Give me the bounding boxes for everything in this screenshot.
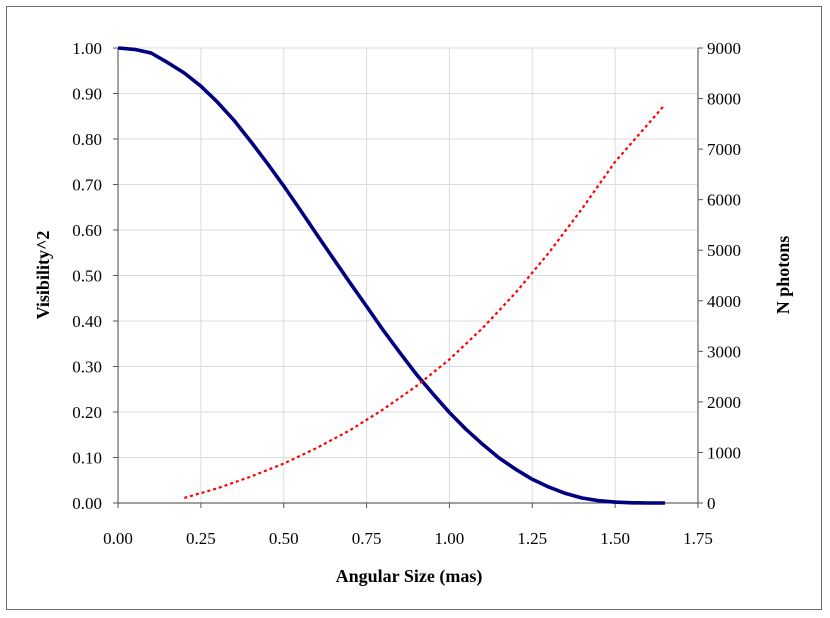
y2-tick-label: 9000 (707, 39, 741, 58)
x-tick-label: 0.75 (352, 529, 382, 548)
y2-tick-label: 5000 (707, 241, 741, 260)
axes (113, 47, 703, 508)
y2-tick-label: 4000 (707, 292, 741, 311)
x-tick-label: 0.25 (186, 529, 216, 548)
x-tick-label: 1.50 (600, 529, 630, 548)
y-tick-label: 1.00 (72, 39, 102, 58)
x-tick-labels: 0.00 0.25 0.50 0.75 1.00 1.25 1.50 1.75 (103, 529, 713, 548)
y-tick-labels: 0.00 0.10 0.20 0.30 0.40 0.50 0.60 0.70 0.80 0.90… (72, 39, 102, 513)
y-tick-label: 0.10 (72, 449, 102, 468)
y-tick-label: 0.00 (72, 494, 102, 513)
y2-tick-label: 6000 (707, 191, 741, 210)
x-tick-label: 0.50 (269, 529, 299, 548)
x-tick-label: 0.00 (103, 529, 133, 548)
y-axis-title: Visibility^2 (33, 231, 53, 320)
y2-axis-title: N photons (773, 236, 793, 315)
series-line-visibility-2 (117, 46, 665, 505)
x-tick-label: 1.00 (435, 529, 465, 548)
series-line-n-photons (183, 103, 666, 499)
y2-tick-label: 0 (707, 494, 716, 513)
y2-tick-label: 3000 (707, 342, 741, 361)
y-tick-label: 0.50 (72, 267, 102, 286)
x-axis-title: Angular Size (mas) (336, 566, 483, 587)
y-tick-label: 0.30 (72, 358, 102, 377)
x-tick-label: 1.75 (683, 529, 713, 548)
y2-tick-label: 1000 (707, 443, 741, 462)
y-tick-label: 0.40 (72, 312, 102, 331)
y2-tick-label: 2000 (707, 393, 741, 412)
y2-tick-label: 7000 (707, 140, 741, 159)
y-tick-label: 0.70 (72, 176, 102, 195)
chart-frame (6, 6, 822, 610)
x-tick-label: 1.25 (517, 529, 547, 548)
gridlines (118, 47, 699, 503)
y-tick-label: 0.80 (72, 130, 102, 149)
y2-tick-label: 8000 (707, 90, 741, 109)
series-layer (117, 46, 666, 505)
y-tick-label: 0.90 (72, 85, 102, 104)
y-tick-label: 0.20 (72, 403, 102, 422)
y-tick-label: 0.60 (72, 221, 102, 240)
y2-tick-labels: 0 1000 2000 3000 4000 5000 6000 7000 8000 9000 (707, 39, 741, 513)
